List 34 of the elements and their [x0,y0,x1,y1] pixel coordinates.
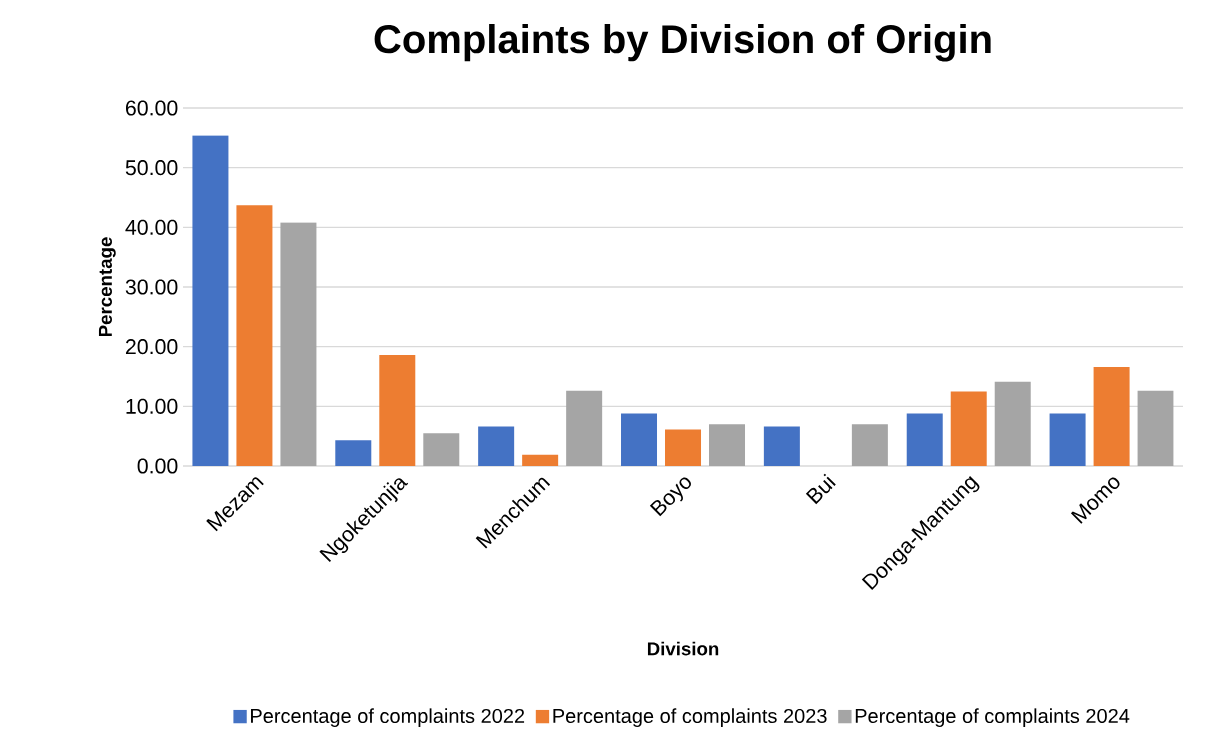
bar [851,424,888,466]
legend-label: Percentage of complaints 2024 [855,708,1130,727]
bar [280,222,317,466]
y-tick-label: 0.00 [137,458,178,474]
bar [621,413,658,466]
bar [950,391,987,466]
bar [994,381,1031,466]
bar [906,413,943,466]
y-tick-label: 40.00 [125,219,178,235]
bar [478,426,515,466]
y-tick-label: 60.00 [126,100,178,116]
bar [379,355,416,466]
bar [1093,366,1130,466]
y-tick-label: 50.00 [125,160,178,176]
x-axis-title: Division [647,641,719,656]
x-tick-label: Bui [805,473,836,505]
bar [763,426,800,466]
y-axis-title: Percentage [98,237,116,337]
bar [192,135,229,466]
y-tick-label: 10.00 [126,398,178,414]
y-tick-label: 20.00 [125,339,178,355]
bar [566,390,603,466]
chart-title: Complaints by Division of Origin [374,23,991,62]
bar [665,429,702,466]
bar [522,454,559,466]
bar [1137,390,1174,466]
bar [423,433,460,466]
y-tick-label: 30.00 [125,279,178,295]
bar [1049,413,1086,466]
bar [236,205,273,466]
bar [335,440,372,466]
legend-label: Percentage of complaints 2022 [251,708,525,727]
legend-label: Percentage of complaints 2023 [553,708,827,727]
bar [709,424,746,466]
